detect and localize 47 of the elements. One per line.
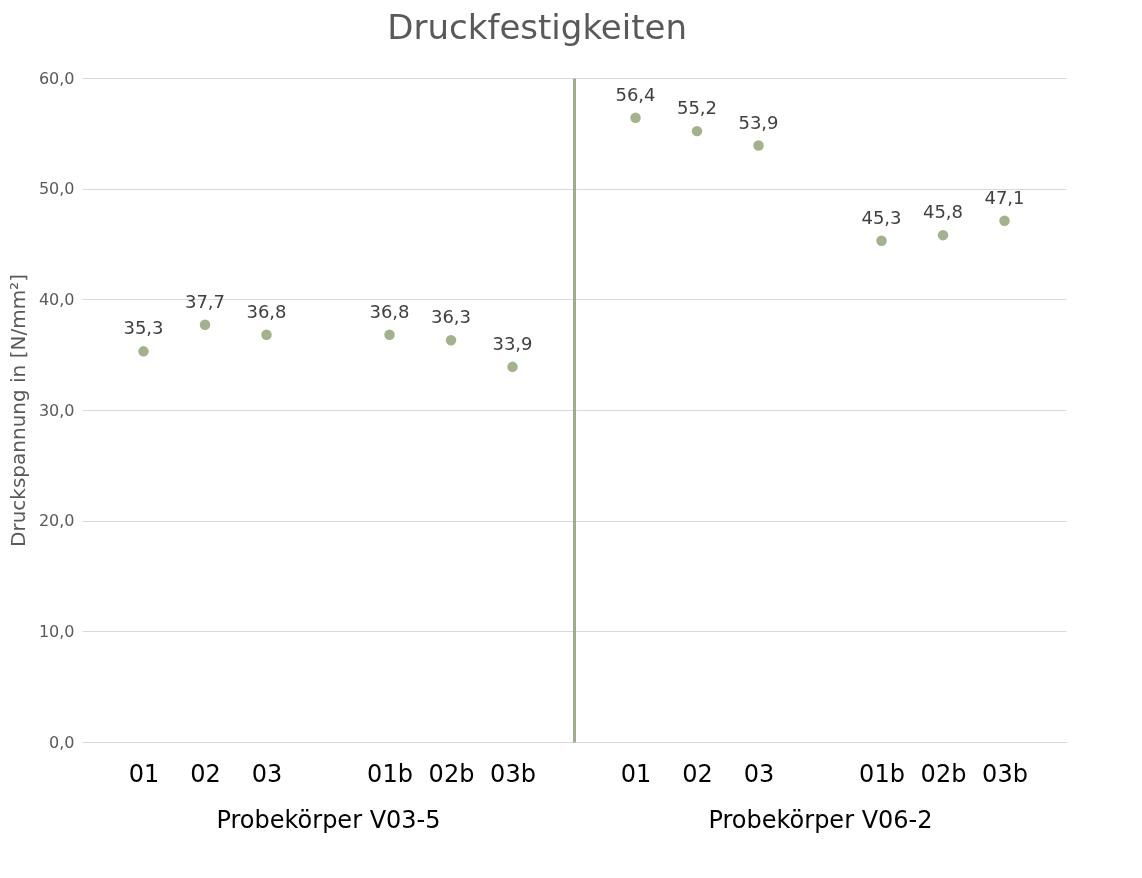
x-tick-label: 03b: [982, 759, 1028, 788]
point: [384, 329, 395, 340]
y-tick-label: 40,0: [38, 289, 75, 309]
x-axis-title: Probekörper V06-2: [708, 805, 933, 834]
chart-title: Druckfestigkeiten: [387, 7, 688, 47]
point: [261, 329, 272, 340]
point: [753, 140, 764, 151]
data-label: 37,7: [184, 290, 226, 312]
y-tick-label: 10,0: [38, 621, 75, 641]
data-label: 35,3: [123, 317, 164, 339]
y-tick-label: 50,0: [38, 179, 75, 199]
x-tick-label: 02b: [920, 759, 967, 788]
x-tick-label: 01: [128, 759, 160, 788]
data-label: 55,2: [676, 97, 718, 119]
data-label: 36,3: [430, 306, 472, 328]
point: [507, 361, 518, 373]
x-tick-label: 01: [620, 759, 652, 788]
y-tick-label: 0,0: [49, 732, 75, 752]
data-label: 45,8: [922, 201, 964, 223]
x-tick-label: 03: [743, 759, 775, 788]
y-tick-label: 20,0: [38, 511, 75, 531]
x-tick-label: 03b: [490, 759, 536, 788]
x-tick-label: 01b: [367, 759, 413, 788]
y-axis-title: Druckspannung in [N/mm²]: [5, 274, 30, 547]
data-label: 56,4: [615, 83, 656, 105]
data-label: 36,8: [246, 300, 287, 322]
point: [138, 346, 149, 357]
point: [691, 125, 703, 137]
x-tick-label: 02: [190, 759, 221, 788]
data-label: 53,9: [738, 111, 779, 133]
x-tick-label: 02b: [428, 759, 475, 788]
point: [199, 319, 211, 331]
data-label: 36,8: [369, 300, 410, 322]
data-label: 47,1: [984, 186, 1025, 208]
y-tick-label: 30,0: [38, 400, 75, 420]
x-tick-label: 02: [682, 759, 713, 788]
y-tick-label: 60,0: [38, 68, 75, 88]
data-label: 45,3: [861, 206, 902, 228]
data-label: 33,9: [492, 332, 533, 354]
x-tick-label: 01b: [859, 759, 905, 788]
point: [630, 112, 641, 124]
point: [937, 229, 949, 241]
x-axis-title: Probekörper V03-5: [216, 805, 441, 834]
point: [876, 235, 887, 246]
x-tick-label: 03: [251, 759, 283, 788]
point: [445, 335, 457, 346]
point: [999, 215, 1010, 226]
